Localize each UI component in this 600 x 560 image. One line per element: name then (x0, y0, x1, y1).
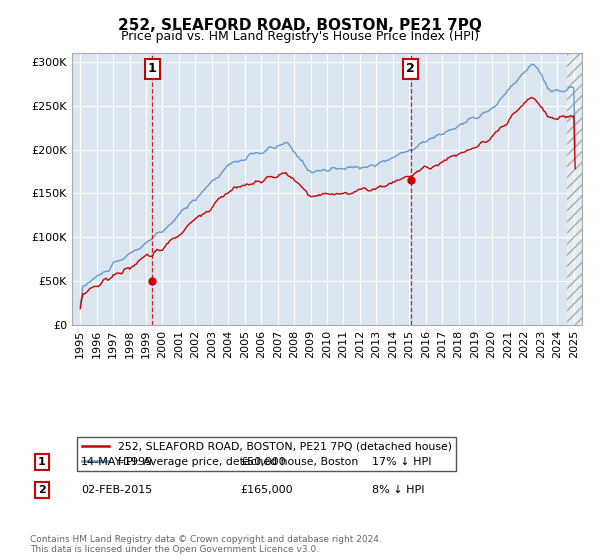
Text: 17% ↓ HPI: 17% ↓ HPI (372, 457, 431, 467)
Legend: 252, SLEAFORD ROAD, BOSTON, PE21 7PQ (detached house), HPI: Average price, detac: 252, SLEAFORD ROAD, BOSTON, PE21 7PQ (de… (77, 437, 456, 472)
Text: Contains HM Land Registry data © Crown copyright and database right 2024.
This d: Contains HM Land Registry data © Crown c… (30, 535, 382, 554)
Text: 8% ↓ HPI: 8% ↓ HPI (372, 485, 425, 495)
Text: Price paid vs. HM Land Registry's House Price Index (HPI): Price paid vs. HM Land Registry's House … (121, 30, 479, 43)
Bar (567, 53, 582, 325)
Text: 1: 1 (148, 63, 157, 76)
Text: 14-MAY-1999: 14-MAY-1999 (81, 457, 153, 467)
Text: 2: 2 (38, 485, 46, 495)
Text: £50,000: £50,000 (240, 457, 286, 467)
Text: 1: 1 (38, 457, 46, 467)
Text: £165,000: £165,000 (240, 485, 293, 495)
Text: 02-FEB-2015: 02-FEB-2015 (81, 485, 152, 495)
Bar (567, 53, 582, 325)
Text: 2: 2 (406, 63, 415, 76)
Text: 252, SLEAFORD ROAD, BOSTON, PE21 7PQ: 252, SLEAFORD ROAD, BOSTON, PE21 7PQ (118, 18, 482, 33)
